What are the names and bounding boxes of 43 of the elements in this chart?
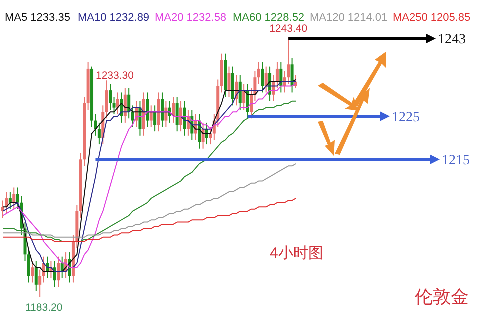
- candlestick: [160, 92, 164, 128]
- candlestick: [146, 92, 150, 128]
- annotation: 1183.20: [25, 302, 63, 314]
- text: MA250 1205.85: [393, 12, 471, 24]
- candlestick: [264, 66, 268, 94]
- candlestick: [38, 269, 42, 298]
- candlestick: [105, 80, 108, 120]
- candlestick: [154, 105, 157, 132]
- annotation: 4小时图: [270, 245, 324, 262]
- candlestick: [164, 100, 168, 128]
- candlestick: [34, 260, 38, 292]
- text: MA60 1228.52: [233, 12, 305, 24]
- candlestick: [290, 58, 294, 94]
- annotation: 1233.30: [96, 70, 134, 82]
- candlestick: [172, 96, 176, 124]
- text: 伦敦金: [415, 287, 469, 307]
- candlestick: [150, 105, 153, 128]
- ref-line-label: 1225: [392, 110, 420, 126]
- text: MA10 1232.89: [78, 12, 150, 24]
- candlestick: [131, 105, 134, 128]
- text: MA5 1233.35: [5, 12, 70, 24]
- candlestick: [180, 100, 183, 132]
- candlestick: [228, 66, 231, 98]
- candlestick: [257, 62, 260, 85]
- candlestick: [176, 96, 179, 132]
- candlestick: [112, 96, 116, 115]
- candlestick: [261, 62, 264, 94]
- candlestick: [12, 187, 16, 210]
- candlestick: [116, 92, 120, 115]
- ref-line-label: 1215: [442, 154, 470, 169]
- candlestick: [209, 126, 212, 146]
- annotation: 1243.40: [270, 23, 308, 35]
- ref-line-label: 1243: [438, 32, 466, 48]
- text: MA120 1214.01: [310, 12, 388, 24]
- candlestick: [238, 74, 242, 110]
- candlestick: [109, 84, 112, 110]
- candlestick: [276, 62, 279, 89]
- candlestick: [57, 256, 60, 288]
- candlestick: [31, 260, 34, 284]
- candlestick: [98, 122, 101, 146]
- candlestick: [8, 192, 12, 210]
- candlestick: [242, 84, 246, 110]
- text: MA20 1232.58: [155, 12, 227, 24]
